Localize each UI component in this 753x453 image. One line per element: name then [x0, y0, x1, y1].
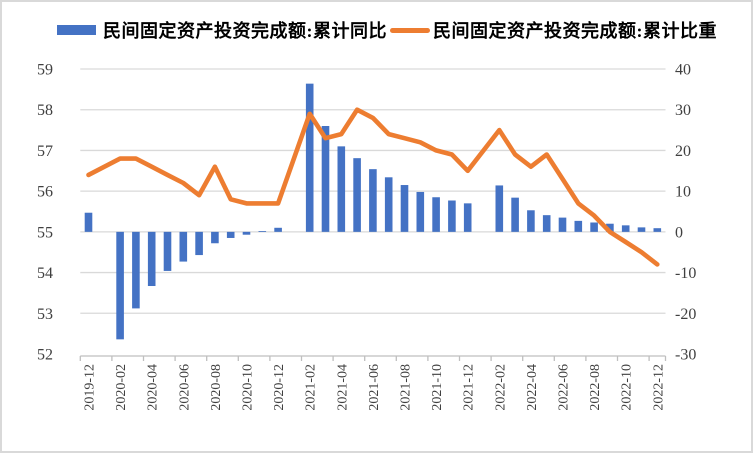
bar [590, 222, 598, 232]
bar [116, 231, 124, 340]
bar [242, 231, 251, 235]
left-axis-label: 53 [37, 306, 53, 323]
x-axis-label: 2022-12 [651, 364, 666, 411]
bar [606, 223, 614, 232]
x-axis-label: 2020-12 [272, 364, 287, 411]
right-axis-label: 40 [675, 62, 691, 79]
x-axis-label: 2022-08 [588, 364, 603, 411]
x-axis-label: 2022-02 [493, 364, 508, 411]
x-axis-label: 2021-10 [430, 364, 445, 411]
bar [305, 83, 314, 232]
bar [511, 197, 519, 232]
right-axis-label: -20 [675, 306, 696, 323]
right-axis-label: -10 [675, 265, 696, 282]
bar [211, 231, 219, 244]
legend-bar-swatch [57, 25, 96, 35]
left-axis-label: 59 [37, 62, 53, 79]
x-axis-label: 2021-12 [462, 364, 477, 411]
bar [258, 231, 267, 232]
bar [195, 231, 203, 256]
x-axis-label: 2020-06 [177, 364, 192, 411]
bar [621, 225, 630, 232]
left-axis-label: 58 [37, 102, 53, 119]
x-axis-label: 2022-06 [557, 364, 572, 411]
legend-label-share: 民间固定资产投资完成额:累计比重 [433, 21, 717, 41]
bar [353, 158, 361, 232]
bar [274, 227, 282, 232]
left-axis-label: 54 [37, 265, 53, 282]
bar [542, 215, 551, 232]
right-axis-label: 30 [675, 102, 691, 119]
bar [226, 231, 235, 238]
x-axis-label: 2022-10 [620, 364, 635, 411]
bar [448, 200, 456, 232]
x-axis-label: 2021-06 [367, 364, 382, 411]
bar [84, 212, 93, 232]
x-axis-label: 2022-04 [525, 364, 540, 411]
bar [179, 231, 188, 262]
bar [147, 231, 156, 287]
bar [163, 231, 172, 271]
right-axis-label: 0 [675, 224, 683, 241]
bar [132, 231, 140, 309]
left-axis-label: 56 [37, 184, 53, 201]
bar [637, 227, 646, 232]
bar [463, 203, 472, 232]
chart-legend: 民间固定资产投资完成额:累计同比 民间固定资产投资完成额:累计比重 [57, 17, 717, 43]
x-axis-label: 2020-10 [241, 364, 256, 411]
line-series [86, 107, 660, 267]
left-axis-label: 52 [37, 347, 53, 364]
left-axis-label: 57 [37, 143, 53, 160]
bar [337, 146, 346, 232]
x-axis-label: 2020-04 [146, 364, 161, 411]
x-axis-label: 2021-02 [304, 364, 319, 411]
bar [558, 217, 567, 232]
bar [574, 220, 583, 232]
x-axis-label: 2021-08 [399, 364, 414, 411]
legend-line-swatch [390, 27, 430, 33]
right-axis-label: 20 [675, 143, 691, 160]
x-axis-label: 2021-04 [335, 364, 350, 411]
bar [527, 210, 535, 232]
bar [432, 197, 440, 232]
right-axis-label: -30 [675, 347, 696, 364]
x-axis-label: 2020-08 [209, 364, 224, 411]
bar [384, 177, 393, 232]
left-axis-label: 55 [37, 224, 53, 241]
bar [653, 228, 662, 232]
legend-label-yoy: 民间固定资产投资完成额:累计同比 [103, 21, 387, 41]
bar [416, 191, 425, 232]
right-axis-label: 10 [675, 184, 691, 201]
bar [400, 185, 409, 232]
x-axis-label: 2020-02 [114, 364, 129, 411]
x-axis-label: 2019-12 [83, 364, 98, 411]
bar [495, 185, 504, 232]
bar [321, 126, 330, 232]
bar [369, 169, 377, 232]
